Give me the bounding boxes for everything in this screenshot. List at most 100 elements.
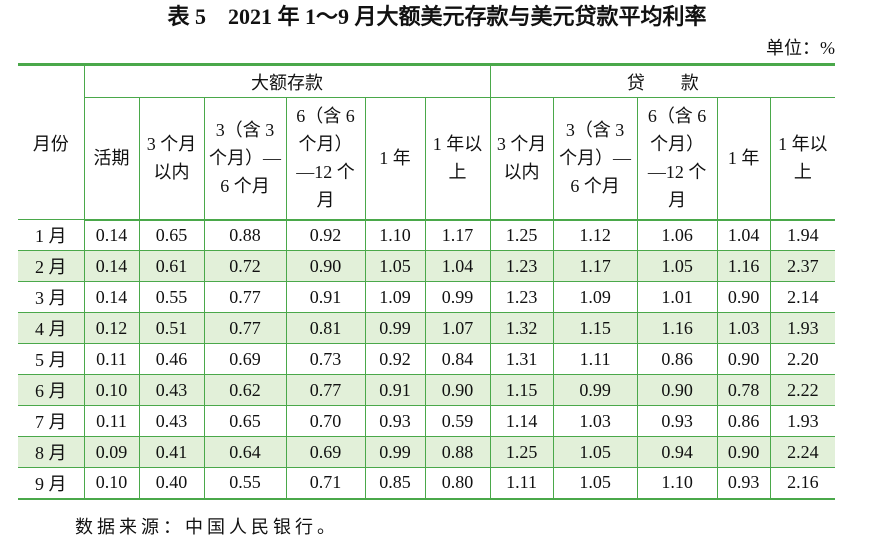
month-column-header: 月份	[18, 64, 85, 220]
rate-cell: 1.25	[489, 436, 554, 468]
rate-cell: 0.14	[83, 250, 140, 282]
loan-column-header: 1 年以上	[769, 97, 836, 221]
column-header-line: 3 个月	[146, 134, 197, 155]
source-note: 数据来源：中国人民银行。	[75, 517, 339, 537]
column-header-line: 活期	[93, 148, 130, 169]
rate-cell: 1.17	[552, 250, 638, 282]
rate-cell: 0.59	[424, 405, 491, 437]
rate-cell: 0.93	[636, 405, 718, 437]
rate-cell: 1.23	[489, 281, 554, 313]
column-header-line: 上	[448, 162, 467, 183]
deposit-column-header: 6（含 6 个月） —12 个月	[285, 97, 366, 221]
loan-column-header: 3 个月 以内	[489, 97, 554, 221]
rate-cell: 1.16	[636, 312, 718, 344]
table-row: 7 月 0.11 0.43 0.65 0.70 0.93 0.59 1.14 1.03 0.93 0…	[18, 405, 836, 437]
rate-cell: 1.11	[552, 343, 638, 375]
rate-cell: 0.10	[83, 374, 140, 406]
page-title: 表 5 2021 年 1～9 月大额美元存款与美元贷款平均利率	[167, 4, 707, 29]
rate-cell: 1.09	[552, 281, 638, 313]
rate-cell: 0.70	[285, 405, 366, 437]
table-row: 9 月 0.10 0.40 0.55 0.71 0.85 0.80 1.11 1.05 1.10 0…	[18, 467, 836, 499]
deposit-column-header: 3 个月以内	[138, 97, 205, 221]
table-row: 8 月 0.09 0.41 0.64 0.69 0.99 0.88 1.25 1.05 0.94 0…	[18, 436, 836, 468]
rate-cell: 0.88	[424, 436, 491, 468]
column-header-line: 3（含 3	[565, 120, 625, 141]
deposit-column-header: 1 年以上	[424, 97, 491, 221]
column-header-line: —12 个	[647, 162, 707, 183]
rate-cell: 1.15	[552, 312, 638, 344]
rate-cell: 0.78	[716, 374, 771, 406]
column-header-line: 上	[793, 162, 812, 183]
table-row: 5 月 0.11 0.46 0.69 0.73 0.92 0.84 1.31 1.11 0.86 0…	[18, 343, 836, 375]
table-row: 6 月 0.10 0.43 0.62 0.77 0.91 0.90 1.15 0.99 0.90 0…	[18, 374, 836, 406]
rate-cell: 0.64	[203, 436, 287, 468]
month-cell: 4 月	[18, 312, 85, 344]
column-header-line: 月	[316, 190, 335, 211]
rate-cell: 0.86	[716, 405, 771, 437]
rate-cell: 1.14	[489, 405, 554, 437]
rate-cell: 0.93	[716, 467, 771, 499]
column-header-line: 3（含 3	[215, 120, 275, 141]
column-header-line: 6（含 6	[647, 106, 707, 127]
rate-cell: 2.16	[769, 467, 836, 499]
table-body: 1 月 0.14 0.65 0.88 0.92 1.10 1.17 1.25 1.12 1.06 1…	[18, 219, 836, 499]
rate-cell: 1.07	[424, 312, 491, 344]
column-header-line: 3 个月	[496, 134, 547, 155]
table-header: 月份 大额存款 贷 款 活期 3 个月 以内 3（含 3 个月）— 6 个月 6（含 6 个月…	[18, 64, 836, 221]
column-header-line: 个月）	[298, 134, 353, 155]
rate-cell: 0.43	[138, 374, 205, 406]
rate-cell: 1.05	[636, 250, 718, 282]
rate-cell: 0.90	[716, 343, 771, 375]
rate-cell: 0.14	[83, 219, 140, 251]
rate-cell: 1.25	[489, 219, 554, 251]
table-row: 3 月 0.14 0.55 0.77 0.91 1.09 0.99 1.23 1.09 1.01 0…	[18, 281, 836, 313]
rate-cell: 0.92	[364, 343, 426, 375]
column-header-line: 1 年以	[778, 134, 828, 155]
rate-cell: 0.65	[138, 219, 205, 251]
rate-cell: 1.03	[716, 312, 771, 344]
rate-cell: 1.10	[636, 467, 718, 499]
rate-cell: 0.91	[285, 281, 366, 313]
column-header-line: —12 个	[296, 162, 355, 183]
rate-cell: 0.71	[285, 467, 366, 499]
rate-cell: 0.94	[636, 436, 718, 468]
rate-cell: 0.85	[364, 467, 426, 499]
unit-label: 单位：%	[766, 38, 835, 58]
rate-cell: 0.99	[364, 436, 426, 468]
rate-cell: 0.80	[424, 467, 491, 499]
rate-cell: 1.32	[489, 312, 554, 344]
month-cell: 2 月	[18, 250, 85, 282]
rate-cell: 1.17	[424, 219, 491, 251]
rate-cell: 0.90	[716, 281, 771, 313]
rate-cell: 0.55	[138, 281, 205, 313]
rate-cell: 0.11	[83, 343, 140, 375]
deposit-column-header: 3（含 3 个月）— 6 个月	[203, 97, 287, 221]
deposit-column-header: 活期	[83, 97, 140, 221]
rate-cell: 0.77	[203, 281, 287, 313]
rate-cell: 1.04	[424, 250, 491, 282]
rate-cell: 0.40	[138, 467, 205, 499]
month-cell: 8 月	[18, 436, 85, 468]
rate-cell: 0.73	[285, 343, 366, 375]
rate-cell: 1.05	[552, 467, 638, 499]
rate-cell: 0.62	[203, 374, 287, 406]
rate-cell: 1.03	[552, 405, 638, 437]
rate-cell: 0.81	[285, 312, 366, 344]
rates-table: 月份 大额存款 贷 款 活期 3 个月 以内 3（含 3 个月）— 6 个月 6（含 6 个月…	[18, 63, 836, 500]
rate-cell: 0.99	[424, 281, 491, 313]
month-cell: 3 月	[18, 281, 85, 313]
column-header-line: 以内	[153, 162, 190, 183]
group-header-row: 月份 大额存款 贷 款	[18, 64, 836, 220]
loan-column-header: 6（含 6 个月） —12 个月	[636, 97, 718, 221]
rate-cell: 0.46	[138, 343, 205, 375]
rate-cell: 0.43	[138, 405, 205, 437]
rate-cell: 1.09	[364, 281, 426, 313]
rate-cell: 0.84	[424, 343, 491, 375]
rate-cell: 0.99	[364, 312, 426, 344]
column-header-line: 个月）—	[559, 148, 632, 169]
rate-cell: 0.88	[203, 219, 287, 251]
rate-cell: 0.72	[203, 250, 287, 282]
rate-cell: 0.91	[364, 374, 426, 406]
deposit-group-header: 大额存款	[83, 64, 491, 98]
rate-cell: 2.20	[769, 343, 836, 375]
